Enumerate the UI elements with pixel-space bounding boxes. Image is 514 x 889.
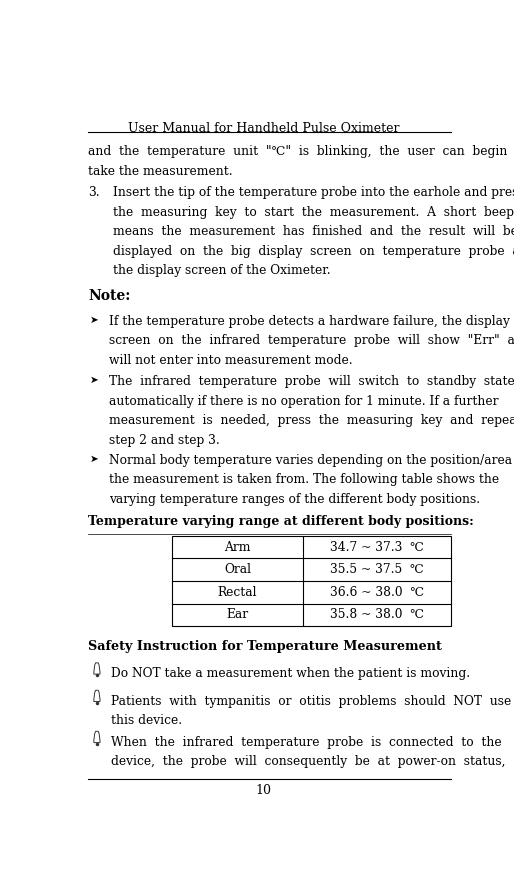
Text: Safety Instruction for Temperature Measurement: Safety Instruction for Temperature Measu… [88,640,442,653]
Text: Ear: Ear [227,608,249,621]
Text: 35.8 ~ 38.0  ℃: 35.8 ~ 38.0 ℃ [330,608,424,621]
Text: Arm: Arm [224,541,251,554]
Text: Temperature varying range at different body positions:: Temperature varying range at different b… [88,516,474,528]
Text: Insert the tip of the temperature probe into the earhole and press
the  measurin: Insert the tip of the temperature probe … [113,186,514,277]
Text: and  the  temperature  unit  "℃"  is  blinking,  the  user  can  begin  to
take : and the temperature unit "℃" is blinking… [88,145,514,178]
Text: Patients  with  tympanitis  or  otitis  problems  should  NOT  use
this device.: Patients with tympanitis or otitis probl… [111,694,511,727]
Text: ➤: ➤ [90,453,99,464]
Text: Normal body temperature varies depending on the position/area
the measurement is: Normal body temperature varies depending… [109,453,512,506]
Text: Rectal: Rectal [218,586,258,599]
Text: The  infrared  temperature  probe  will  switch  to  standby  state
automaticall: The infrared temperature probe will swit… [109,375,514,446]
Text: 35.5 ~ 37.5  ℃: 35.5 ~ 37.5 ℃ [330,564,424,576]
Text: 34.7 ~ 37.3  ℃: 34.7 ~ 37.3 ℃ [330,541,424,554]
Bar [172,536,451,626]
Text: Do NOT take a measurement when the patient is moving.: Do NOT take a measurement when the patie… [111,668,470,680]
Text: ➤: ➤ [90,315,99,324]
Text: Note:: Note: [88,289,131,303]
Text: User Manual for Handheld Pulse Oximeter: User Manual for Handheld Pulse Oximeter [127,122,399,135]
Text: Oral: Oral [224,564,251,576]
Text: 36.6 ~ 38.0  ℃: 36.6 ~ 38.0 ℃ [330,586,424,599]
Text: If the temperature probe detects a hardware failure, the display
screen  on  the: If the temperature probe detects a hardw… [109,315,514,367]
Text: ➤: ➤ [90,375,99,385]
Text: 10: 10 [255,784,271,797]
Text: 3.: 3. [88,186,100,199]
Text: When  the  infrared  temperature  probe  is  connected  to  the
device,  the  pr: When the infrared temperature probe is c… [111,736,506,768]
